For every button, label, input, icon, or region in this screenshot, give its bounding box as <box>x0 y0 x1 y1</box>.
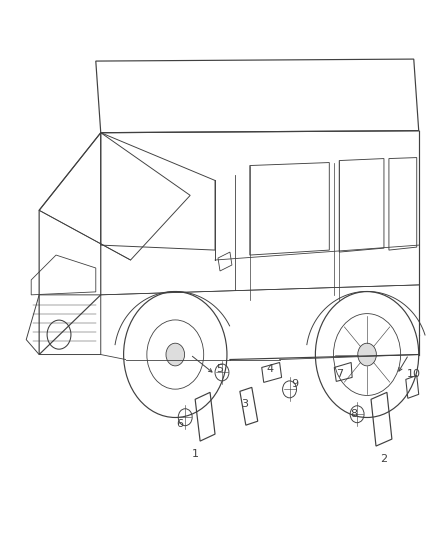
Text: 4: 4 <box>266 365 273 375</box>
Text: 1: 1 <box>192 449 199 459</box>
Text: 2: 2 <box>380 454 388 464</box>
Text: 8: 8 <box>350 409 358 419</box>
Text: 6: 6 <box>177 419 184 429</box>
Circle shape <box>358 343 376 366</box>
Text: 10: 10 <box>407 369 421 379</box>
Text: 9: 9 <box>291 379 298 390</box>
Text: 7: 7 <box>336 369 343 379</box>
Text: 5: 5 <box>216 365 223 375</box>
Text: 3: 3 <box>241 399 248 409</box>
Circle shape <box>166 343 184 366</box>
